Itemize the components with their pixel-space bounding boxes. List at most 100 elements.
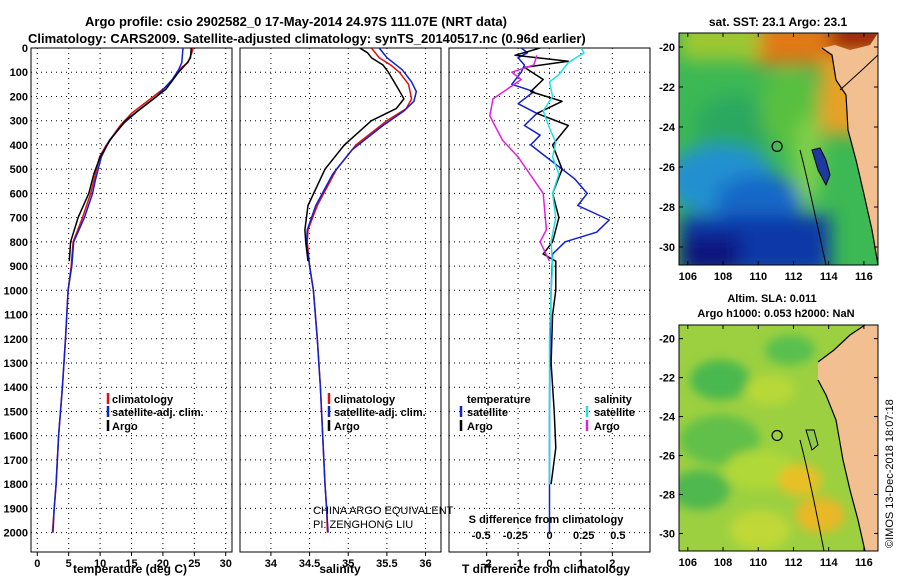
temperature-legend: climatology satellite-adj. clim. Argo xyxy=(106,393,204,433)
legend-label: climatology xyxy=(334,394,396,406)
lon-tick-label: 110 xyxy=(749,271,767,283)
depth-tick-label: 1700 xyxy=(4,455,28,467)
difference-series xyxy=(489,48,610,533)
legend-label: Argo xyxy=(594,421,620,433)
depth-tick-label: 400 xyxy=(10,140,28,152)
depth-tick-label: 1000 xyxy=(4,285,28,297)
x-tick-label: 35.5 xyxy=(376,558,397,570)
s-tick-label: 0 xyxy=(546,530,552,542)
legend-label: Argo xyxy=(112,421,138,433)
series-line-argo xyxy=(514,48,570,485)
depth-axis: 0 100 200 300 400 500 600 700 800 900 1000 1100 1200… xyxy=(4,43,28,540)
temperature-xlabel: temperature (deg C) xyxy=(73,562,187,576)
x-tick-label: 0 xyxy=(546,558,552,570)
legend-heading-temperature: temperature xyxy=(467,394,531,406)
s-tick-label: 0.25 xyxy=(573,530,594,542)
depth-tick-label: 500 xyxy=(10,164,28,176)
header-line-2: Climatology: CARS2009. Satellite-adjuste… xyxy=(28,31,586,46)
legend-label: Argo xyxy=(467,421,493,433)
s-difference-label: S difference from climatology xyxy=(469,514,625,526)
lon-tick-label: 106 xyxy=(679,557,697,569)
x-tick-label: 30 xyxy=(220,558,232,570)
difference-legend: temperature satellite Argo salinity sate… xyxy=(459,394,635,433)
x-tick-label: -1 xyxy=(513,558,523,570)
lat-tick-label: -30 xyxy=(659,242,675,254)
lat-tick-label: -26 xyxy=(659,162,675,174)
legend-label: satellite xyxy=(594,407,635,419)
depth-tick-label: 1300 xyxy=(4,358,28,370)
x-tick-label: 34 xyxy=(265,558,278,570)
legend-label: satellite-adj. clim. xyxy=(334,407,426,419)
series-line-satellite xyxy=(52,48,184,533)
sla-map-subtitle: Argo h1000: 0.053 h2000: NaN xyxy=(697,308,854,320)
difference-xlabel: T difference from climatology xyxy=(462,562,630,576)
x-tick-label: 5 xyxy=(66,558,72,570)
salinity-xlabel: salinity xyxy=(319,562,361,576)
salinity-panel xyxy=(239,47,442,553)
s-tick-label: 0.5 xyxy=(610,530,625,542)
depth-tick-label: 1800 xyxy=(4,479,28,491)
s-tick-label: -0.5 xyxy=(472,530,491,542)
depth-tick-label: 1500 xyxy=(4,406,28,418)
salinity-annotation-2: PI: ZENGHONG LIU xyxy=(313,519,413,531)
salinity-annotation-1: CHINA ARGO EQUIVALENT xyxy=(313,505,454,517)
lat-tick-label: -28 xyxy=(659,490,675,502)
x-axes: 0 5 10 15 20 25 30 34 34.5 35 35.5 36 -2 -1 0 1 2 -0.5 -0.… xyxy=(34,530,625,570)
argo-location-marker xyxy=(771,429,783,442)
temperature-series xyxy=(51,48,194,533)
s-tick-label: -0.25 xyxy=(503,530,528,542)
depth-tick-label: 1600 xyxy=(4,431,28,443)
lon-tick-label: 108 xyxy=(714,271,732,283)
lon-tick-label: 112 xyxy=(785,271,803,283)
depth-tick-label: 1100 xyxy=(4,310,28,322)
depth-tick-label: 100 xyxy=(10,67,28,79)
salinity-legend: climatology satellite-adj. clim. Argo xyxy=(327,393,426,433)
x-tick-label: 10 xyxy=(94,558,106,570)
header-line-1: Argo profile: csio 2902582_0 17-May-2014… xyxy=(85,14,507,29)
series-line-cyan xyxy=(542,48,585,485)
x-tick-label: 1 xyxy=(578,558,584,570)
sst-map xyxy=(679,33,878,265)
depth-tick-label: 1900 xyxy=(4,503,28,515)
x-tick-label: 25 xyxy=(188,558,200,570)
series-line-argo xyxy=(68,48,192,262)
legend-label: climatology xyxy=(112,394,174,406)
depth-tick-label: 700 xyxy=(10,213,28,225)
legend-label: satellite-adj. clim. xyxy=(112,407,204,419)
sla-map xyxy=(679,325,878,551)
depth-tick-label: 300 xyxy=(10,116,28,128)
x-tick-label: 36 xyxy=(419,558,431,570)
lon-tick-label: 116 xyxy=(855,271,873,283)
lon-tick-label: 112 xyxy=(785,557,803,569)
legend-heading-salinity: salinity xyxy=(594,394,633,406)
series-line-magenta xyxy=(489,55,551,262)
lat-tick-label: -30 xyxy=(659,528,675,540)
lat-tick-label: -24 xyxy=(659,412,676,424)
lon-tick-label: 114 xyxy=(820,557,839,569)
lon-tick-label: 110 xyxy=(749,557,767,569)
x-tick-label: 0 xyxy=(34,558,40,570)
x-tick-label: 34.5 xyxy=(299,558,320,570)
sst-map-axes: -20 -22 -24 -26 -28 -30 106 108 110 112 114 116 xyxy=(659,33,878,283)
depth-tick-label: 200 xyxy=(10,91,28,103)
lat-tick-label: -24 xyxy=(659,122,676,134)
sla-map-title: Altim. SLA: 0.011 xyxy=(727,293,816,305)
series-line-satellite xyxy=(305,48,418,533)
lat-tick-label: -20 xyxy=(659,334,675,346)
series-line-argo xyxy=(304,48,405,262)
legend-label: satellite xyxy=(467,407,508,419)
sla-map-axes: -20 -22 -24 -26 -28 -30 106 108 110 112 114 116 xyxy=(659,325,878,569)
lon-tick-label: 106 xyxy=(679,271,697,283)
x-tick-label: 35 xyxy=(342,558,354,570)
lat-tick-label: -28 xyxy=(659,202,675,214)
x-tick-label: 20 xyxy=(157,558,169,570)
argo-location-marker xyxy=(771,140,783,152)
sst-map-frame xyxy=(678,32,879,266)
lat-tick-label: -26 xyxy=(659,451,675,463)
depth-tick-label: 1400 xyxy=(4,382,28,394)
sst-map-title: sat. SST: 23.1 Argo: 23.1 xyxy=(709,15,848,29)
watermark: ©IMOS 13-Dec-2018 18:07:18 xyxy=(884,399,896,548)
lat-tick-label: -22 xyxy=(659,373,675,385)
salinity-series xyxy=(304,48,418,533)
